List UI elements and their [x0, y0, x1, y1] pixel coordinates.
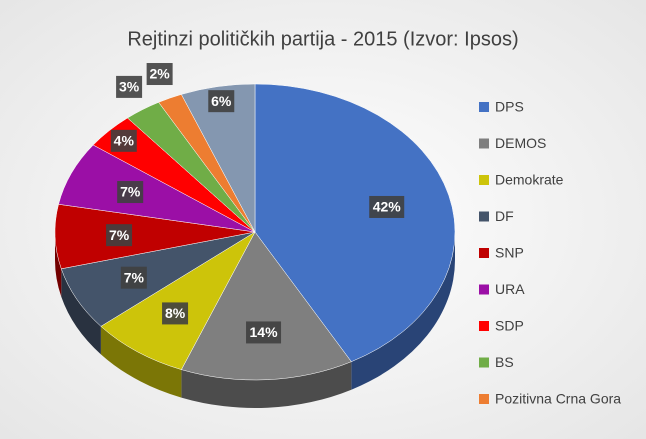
legend-label: Pozitivna Crna Gora — [495, 391, 621, 407]
legend-swatch — [479, 138, 489, 149]
legend-label: URA — [495, 281, 525, 297]
data-label-box — [146, 63, 173, 86]
legend-swatch — [479, 357, 489, 368]
slice — [181, 231, 352, 381]
legend-label: DF — [495, 208, 514, 224]
legend-swatch — [479, 211, 489, 222]
legend-label: DEMOS — [495, 135, 546, 151]
slice — [181, 83, 256, 233]
data-label-box — [117, 181, 144, 204]
data-label-box — [120, 266, 147, 289]
legend-label: BS — [495, 354, 514, 370]
legend-swatch — [479, 248, 489, 258]
data-label: 3% — [119, 79, 140, 95]
legend-label: SNP — [495, 245, 524, 261]
data-label: 7% — [120, 184, 141, 200]
legend-label: SDP — [495, 318, 524, 334]
legend-swatch — [479, 394, 489, 404]
legend-label: DPS — [495, 99, 524, 115]
data-label: 42% — [373, 199, 402, 215]
data-label-box — [162, 302, 189, 325]
data-label: 6% — [211, 93, 232, 109]
legend-swatch — [479, 321, 489, 331]
slice-side — [181, 361, 352, 409]
legend-swatch — [479, 175, 489, 185]
legend-swatch — [479, 102, 489, 112]
slice-side — [61, 268, 101, 355]
data-label-box — [106, 224, 133, 247]
slice — [254, 83, 456, 362]
slice-side — [100, 326, 182, 398]
legend-label: Demokrate — [495, 172, 564, 188]
data-label: 14% — [250, 324, 279, 340]
slice — [100, 231, 256, 370]
data-label: 8% — [165, 305, 186, 321]
data-label: 2% — [150, 66, 171, 82]
data-label: 4% — [114, 133, 135, 149]
data-label-box — [246, 321, 282, 344]
data-label-box — [208, 90, 235, 113]
legend-swatch — [479, 284, 489, 295]
data-label: 7% — [109, 227, 130, 243]
chart-title: Rejtinzi političkih partija - 2015 (Izvo… — [127, 28, 518, 50]
slice-side — [55, 232, 62, 297]
data-label-box — [110, 129, 137, 152]
slice-side — [351, 232, 455, 390]
data-label: 7% — [124, 269, 145, 285]
data-label-box — [369, 195, 405, 218]
data-label-box — [116, 75, 143, 98]
